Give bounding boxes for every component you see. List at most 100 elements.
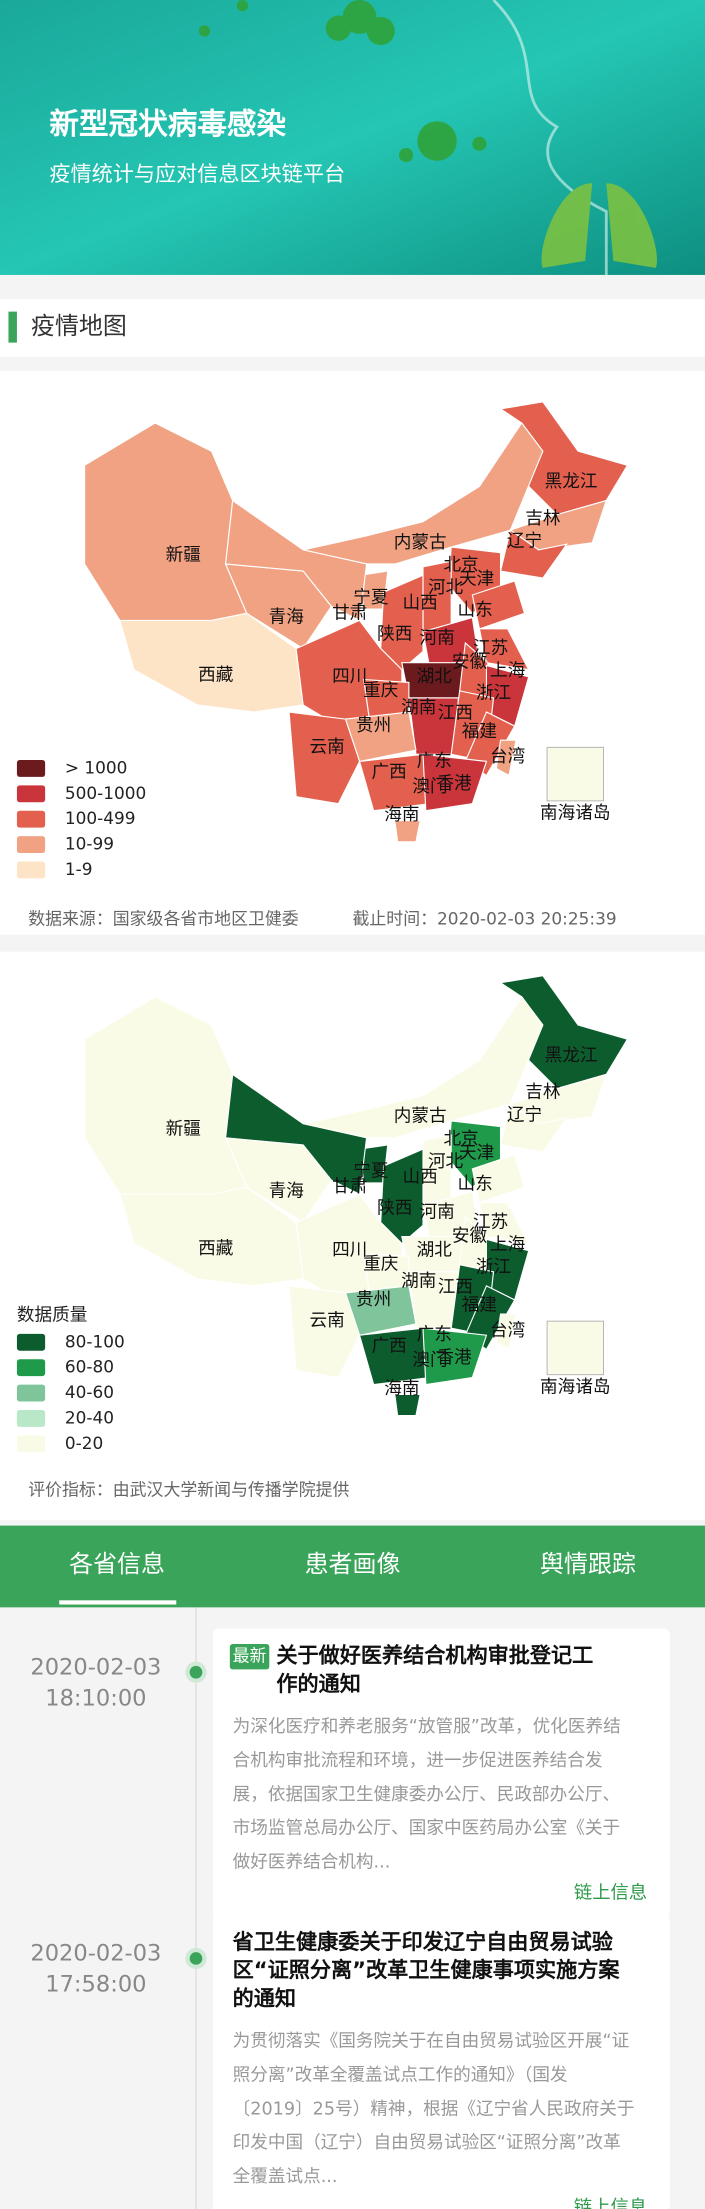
province[interactable] xyxy=(499,1103,569,1153)
province-label: 贵州 xyxy=(356,716,391,736)
news-title: 省卫生健康委关于印发辽宁自由贸易试验 xyxy=(232,1929,614,1954)
legend-swatch xyxy=(16,759,46,777)
province[interactable] xyxy=(478,628,530,671)
province-label: 青海 xyxy=(269,608,304,628)
province[interactable] xyxy=(394,1393,421,1417)
province-label: 内蒙古 xyxy=(394,533,447,553)
legend-swatch xyxy=(16,1435,46,1453)
header-decoration xyxy=(198,0,657,275)
tab[interactable]: 患者画像 xyxy=(305,1550,401,1578)
legend-label: > 1000 xyxy=(65,757,128,777)
province-label: 海南 xyxy=(384,1379,419,1399)
province[interactable] xyxy=(224,1073,368,1196)
chain-link[interactable]: 链上信息 xyxy=(574,2197,647,2209)
news-body: 市场监管总局办公厅、国家中医药局办公室《关于 xyxy=(233,1819,620,1839)
province-label: 浙江 xyxy=(476,684,511,704)
badge xyxy=(229,1644,270,1670)
south-sea-inset xyxy=(546,746,604,802)
province-label: 福建 xyxy=(462,1296,497,1316)
time: 17:58:00 xyxy=(45,1972,146,1998)
province[interactable] xyxy=(303,422,544,565)
province-label: 广东 xyxy=(417,751,452,771)
province-label: 四川 xyxy=(332,667,367,687)
province[interactable] xyxy=(224,499,368,622)
news-body: 为贯彻落实《国务院关于在自由贸易试验区开展“证 xyxy=(233,2032,630,2052)
province-label: 台湾 xyxy=(490,747,525,767)
timeline-dot xyxy=(185,1947,207,1970)
province-label: 青海 xyxy=(269,1181,304,1201)
province-label: 北京 xyxy=(443,555,478,575)
province[interactable] xyxy=(464,711,516,777)
legend-swatch xyxy=(16,861,46,879)
province-label: 海南 xyxy=(384,805,419,825)
province-label: 广西 xyxy=(372,763,407,783)
province[interactable] xyxy=(288,1285,361,1379)
province-label: 广东 xyxy=(417,1325,452,1345)
province[interactable] xyxy=(464,1285,516,1351)
section-header xyxy=(0,298,705,357)
section-title: 疫情地图 xyxy=(31,312,127,340)
province-label: 澳门 xyxy=(412,777,447,797)
province-label: 宁夏 xyxy=(353,588,389,608)
province[interactable] xyxy=(394,820,421,843)
news-body: 合机构审批流程和环境，进一步促进医养结合发 xyxy=(233,1751,603,1771)
province[interactable] xyxy=(288,711,361,805)
province-label: 香港 xyxy=(436,774,472,794)
province-label: 山东 xyxy=(458,601,493,621)
province-label: 天津 xyxy=(459,569,494,589)
map-footer: 截止时间：2020-02-03 20:25:39 xyxy=(353,908,617,928)
province-label: 江西 xyxy=(438,1277,473,1297)
province-label: 河南 xyxy=(419,629,454,649)
province-label: 江苏 xyxy=(473,1212,508,1232)
chain-link[interactable]: 链上信息 xyxy=(574,1883,647,1904)
province-label: 辽宁 xyxy=(507,531,542,551)
province-label: 江苏 xyxy=(473,639,508,659)
header-subtitle: 疫情统计与应对信息区块链平台 xyxy=(49,161,345,186)
province[interactable] xyxy=(478,1202,530,1245)
province-label: 澳门 xyxy=(412,1351,447,1371)
province-label: 山西 xyxy=(403,1167,438,1187)
news-title: 区“证照分离”改革卫生健康事项实施方案 xyxy=(233,1957,621,1982)
legend-label: 500-1000 xyxy=(65,783,146,803)
province[interactable] xyxy=(499,529,569,579)
date: 2020-02-03 xyxy=(30,1654,161,1680)
news-body: 为深化医疗和养老服务“放管服”改革，优化医养结 xyxy=(233,1717,621,1737)
province-label: 山东 xyxy=(458,1174,493,1194)
province-label: 云南 xyxy=(310,1311,345,1331)
news-card[interactable] xyxy=(212,1628,670,1919)
news-card[interactable] xyxy=(212,1914,670,2209)
tab[interactable]: 各省信息 xyxy=(69,1550,165,1578)
news-title: 的通知 xyxy=(233,1985,296,2010)
map-footer: 数据来源：国家级各省市地区卫健委 xyxy=(28,908,299,928)
province-label: 天津 xyxy=(459,1143,494,1163)
province-label: 浙江 xyxy=(476,1258,511,1278)
map-footer: 评价指标：由武汉大学新闻与传播学院提供 xyxy=(28,1479,349,1499)
legend-swatch xyxy=(16,1359,46,1377)
province[interactable] xyxy=(495,739,517,777)
province[interactable] xyxy=(495,1313,517,1351)
province[interactable] xyxy=(303,995,544,1139)
province-label: 湖南 xyxy=(401,1272,436,1292)
province[interactable] xyxy=(380,574,424,671)
province-label: 香港 xyxy=(436,1348,472,1368)
news-title: 作的通知 xyxy=(276,1671,361,1696)
date: 2020-02-03 xyxy=(30,1941,161,1967)
province[interactable] xyxy=(422,753,488,812)
legend-label: 10-99 xyxy=(65,834,114,854)
province[interactable] xyxy=(422,1327,488,1386)
legend-swatch xyxy=(16,1384,46,1402)
province-label: 福建 xyxy=(462,722,497,742)
province[interactable] xyxy=(471,580,526,630)
legend-swatch xyxy=(16,1333,46,1351)
province-label: 北京 xyxy=(443,1129,478,1149)
province[interactable] xyxy=(380,1148,424,1245)
tab[interactable]: 舆情跟踪 xyxy=(540,1550,636,1578)
tab-indicator xyxy=(59,1600,177,1605)
province-label: 吉林 xyxy=(525,1083,561,1103)
legend-swatch xyxy=(16,810,46,828)
province-label: 内蒙古 xyxy=(394,1107,447,1127)
province[interactable] xyxy=(471,1154,526,1204)
legend-label: 0-20 xyxy=(65,1433,103,1453)
